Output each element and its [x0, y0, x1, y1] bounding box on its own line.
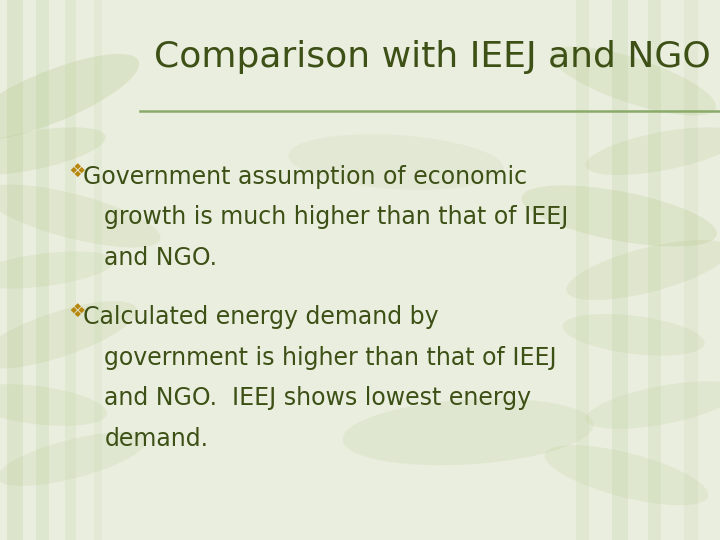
Text: Calculated energy demand by: Calculated energy demand by	[83, 305, 438, 329]
Ellipse shape	[289, 134, 503, 190]
Text: demand.: demand.	[104, 427, 208, 450]
Ellipse shape	[585, 381, 720, 429]
Ellipse shape	[585, 127, 720, 175]
Ellipse shape	[551, 46, 716, 116]
Bar	[36, 0, 49, 540]
Bar	[576, 0, 589, 540]
Bar	[94, 0, 102, 540]
Ellipse shape	[0, 185, 161, 247]
Text: growth is much higher than that of IEEJ: growth is much higher than that of IEEJ	[104, 205, 569, 229]
Ellipse shape	[0, 252, 114, 288]
Ellipse shape	[343, 399, 593, 465]
Bar	[648, 0, 661, 540]
Ellipse shape	[521, 185, 717, 247]
Bar	[684, 0, 698, 540]
Bar	[7, 0, 23, 540]
Bar	[65, 0, 76, 540]
Text: ❖: ❖	[68, 302, 86, 321]
Text: and NGO.  IEEJ shows lowest energy: and NGO. IEEJ shows lowest energy	[104, 386, 531, 410]
Ellipse shape	[0, 384, 107, 426]
Ellipse shape	[566, 240, 720, 300]
Text: Government assumption of economic: Government assumption of economic	[83, 165, 527, 188]
Text: government is higher than that of IEEJ: government is higher than that of IEEJ	[104, 346, 557, 369]
Bar	[612, 0, 628, 540]
Ellipse shape	[0, 127, 106, 175]
Ellipse shape	[562, 314, 705, 356]
Text: ❖: ❖	[68, 162, 86, 181]
Ellipse shape	[0, 54, 139, 140]
Ellipse shape	[0, 301, 137, 368]
Text: Comparison with IEEJ and NGO: Comparison with IEEJ and NGO	[153, 40, 711, 73]
Ellipse shape	[544, 445, 708, 505]
Text: and NGO.: and NGO.	[104, 246, 217, 269]
Ellipse shape	[0, 432, 147, 486]
